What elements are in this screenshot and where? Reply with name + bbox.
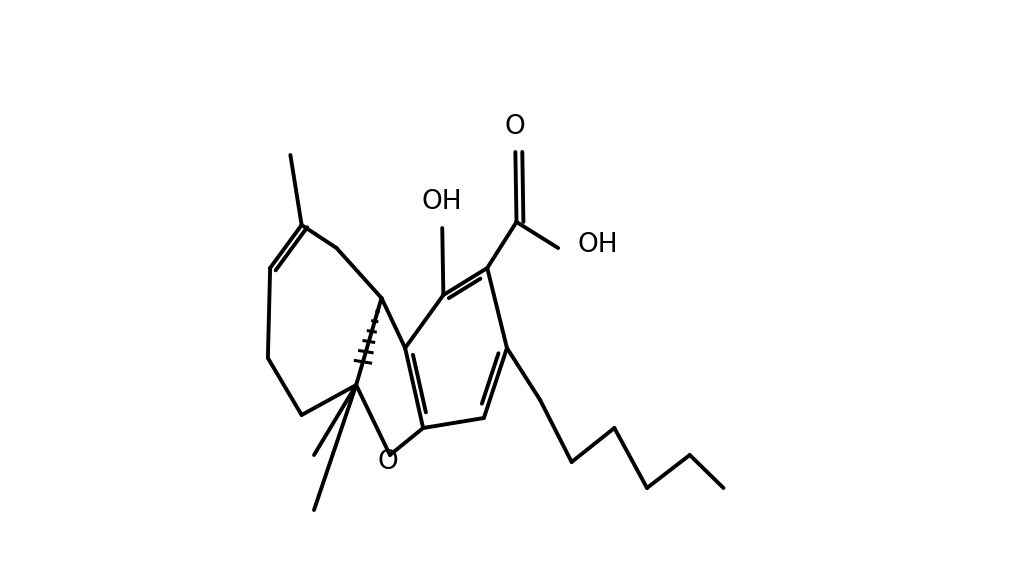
Text: O: O	[378, 449, 398, 475]
Text: O: O	[505, 114, 525, 140]
Text: OH: OH	[578, 232, 617, 258]
Text: OH: OH	[422, 189, 463, 215]
